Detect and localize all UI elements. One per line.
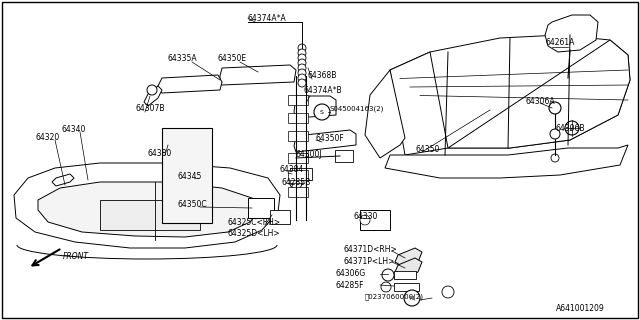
Polygon shape — [220, 65, 296, 85]
Circle shape — [298, 49, 306, 57]
Polygon shape — [390, 52, 448, 155]
Polygon shape — [395, 248, 422, 268]
Text: 64320: 64320 — [36, 133, 60, 142]
Polygon shape — [294, 96, 336, 118]
Polygon shape — [52, 174, 74, 186]
Bar — [288, 131, 308, 141]
Text: ⑀0237060000(2): ⑀0237060000(2) — [365, 293, 424, 300]
Circle shape — [551, 154, 559, 162]
Polygon shape — [158, 75, 222, 93]
Circle shape — [314, 104, 330, 120]
Bar — [288, 187, 308, 197]
Bar — [270, 210, 290, 224]
Bar — [288, 153, 308, 163]
Circle shape — [550, 129, 560, 139]
Circle shape — [549, 102, 561, 114]
Circle shape — [298, 44, 306, 52]
Text: 64325C<RH>: 64325C<RH> — [228, 218, 281, 227]
Text: 64335A: 64335A — [168, 54, 198, 63]
Polygon shape — [294, 130, 356, 152]
Text: 64306B: 64306B — [556, 124, 586, 133]
Text: 64345: 64345 — [178, 172, 202, 181]
Circle shape — [298, 64, 306, 72]
Text: 64330: 64330 — [354, 212, 378, 221]
Polygon shape — [38, 182, 260, 237]
Polygon shape — [390, 35, 630, 148]
Polygon shape — [545, 15, 598, 52]
Text: S: S — [320, 109, 324, 115]
Circle shape — [382, 269, 394, 281]
Bar — [335, 150, 353, 162]
Circle shape — [197, 173, 207, 183]
Polygon shape — [365, 70, 405, 158]
Text: 64368B: 64368B — [308, 71, 337, 80]
Text: A641001209: A641001209 — [556, 304, 605, 313]
Text: 64350: 64350 — [416, 145, 440, 154]
Text: 64350C: 64350C — [178, 200, 207, 209]
Text: 64374A*B: 64374A*B — [304, 86, 342, 95]
Text: 64384: 64384 — [280, 165, 304, 174]
Bar — [288, 113, 308, 123]
Circle shape — [381, 282, 391, 292]
Text: 64307B: 64307B — [136, 104, 166, 113]
Bar — [394, 271, 416, 279]
Circle shape — [360, 215, 370, 225]
Circle shape — [404, 290, 420, 306]
Bar — [100, 200, 200, 230]
Polygon shape — [385, 145, 628, 178]
Text: 64380: 64380 — [148, 149, 172, 158]
Circle shape — [298, 79, 306, 87]
Circle shape — [197, 191, 207, 201]
Text: 64261A: 64261A — [545, 38, 574, 47]
Text: 64340: 64340 — [62, 125, 86, 134]
Circle shape — [298, 69, 306, 77]
Text: 64285F: 64285F — [336, 281, 365, 290]
Circle shape — [147, 85, 157, 95]
Text: 64371D<RH>: 64371D<RH> — [344, 245, 397, 254]
Circle shape — [298, 59, 306, 67]
Bar — [248, 198, 274, 218]
Bar — [288, 170, 308, 180]
Text: 64300J: 64300J — [296, 150, 323, 159]
Circle shape — [298, 74, 306, 82]
Text: 64374A*A: 64374A*A — [248, 14, 287, 23]
Bar — [394, 283, 419, 291]
Polygon shape — [395, 258, 422, 278]
Bar — [288, 95, 308, 105]
Text: 64306G: 64306G — [336, 269, 366, 278]
Bar — [360, 210, 390, 230]
Bar — [290, 168, 312, 180]
Circle shape — [290, 177, 302, 189]
Text: 64306A: 64306A — [525, 97, 555, 106]
Text: 64325D<LH>: 64325D<LH> — [228, 229, 280, 238]
Text: S045004163(2): S045004163(2) — [330, 105, 385, 111]
Bar — [162, 128, 212, 223]
Text: 64285B: 64285B — [282, 178, 311, 187]
Text: 64350F: 64350F — [316, 134, 345, 143]
Text: N: N — [410, 295, 414, 300]
Polygon shape — [144, 86, 162, 106]
Polygon shape — [14, 163, 280, 248]
Circle shape — [442, 286, 454, 298]
Circle shape — [565, 121, 579, 135]
Bar — [192, 170, 212, 205]
Circle shape — [298, 54, 306, 62]
Polygon shape — [448, 40, 630, 148]
Text: 64350E: 64350E — [218, 54, 247, 63]
Text: 64371P<LH>: 64371P<LH> — [344, 257, 396, 266]
Text: FRONT: FRONT — [63, 252, 89, 261]
